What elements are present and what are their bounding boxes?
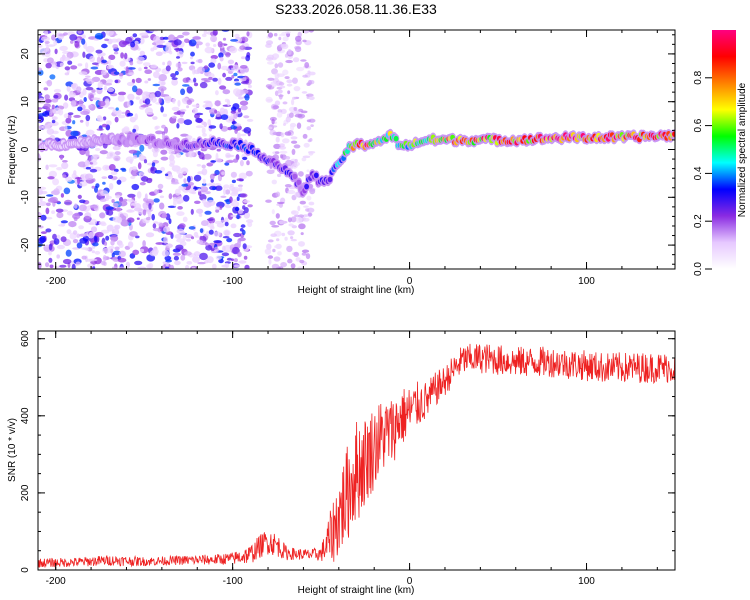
- y-tick-label: 0: [20, 146, 31, 152]
- x-tick-label: -200: [46, 276, 66, 287]
- x-tick-label: -100: [223, 276, 243, 287]
- colorbar-tick-label: 0.8: [693, 70, 704, 84]
- x-tick-label: 0: [407, 276, 413, 287]
- colorbar-tick-label: 0.2: [693, 214, 704, 228]
- chart-title: S233.2026.058.11.36.E33: [275, 1, 437, 17]
- snr-frame: [37, 330, 676, 571]
- colorbar-label: Normalized spectral amplitude: [737, 82, 748, 217]
- colorbar-tick-label: 0.0: [693, 262, 704, 276]
- x-tick-label: 100: [578, 576, 595, 587]
- y-tick-label: 600: [20, 330, 31, 347]
- colorbar: 0.0 0.2 0.4 0.6 0.8 Normalized spectral ampl…: [693, 30, 748, 276]
- y-tick-label: 400: [20, 407, 31, 424]
- y-tick-label: -10: [20, 190, 31, 205]
- y-tick-label: 20: [20, 48, 31, 60]
- snr-panel: -200 -100 0 100 0 200 400 600 Height of straigh…: [7, 330, 676, 596]
- snr-y-axis-label: SNR (10 * v/v): [7, 418, 18, 482]
- colorbar-gradient: [712, 30, 736, 269]
- y-tick-label: 10: [20, 96, 31, 108]
- spectrogram-x-axis-label: Height of straight line (km): [298, 285, 415, 296]
- y-tick-label: 200: [20, 484, 31, 501]
- signal-ridge: [38, 128, 675, 198]
- spectrogram-plot-area: [38, 30, 675, 269]
- snr-plot-area: [38, 343, 675, 568]
- x-tick-label: 100: [578, 276, 595, 287]
- colorbar-tick-label: 0.6: [693, 118, 704, 132]
- x-tick-label: 0: [407, 576, 413, 587]
- x-tick-label: -100: [223, 576, 243, 587]
- y-tick-label: 0: [20, 567, 31, 573]
- spectrogram-y-axis-label: Frequency (Hz): [7, 116, 18, 185]
- y-tick-label: -20: [20, 237, 31, 252]
- snr-series-line: [38, 343, 675, 568]
- colorbar-ticks: 0.0 0.2 0.4 0.6 0.8: [693, 70, 712, 276]
- snr-x-axis-label: Height of straight line (km): [298, 585, 415, 596]
- x-tick-label: -200: [46, 576, 66, 587]
- noise-speckle: [38, 30, 316, 269]
- colorbar-tick-label: 0.4: [693, 166, 704, 180]
- snr-axes: -200 -100 0 100 0 200 400 600: [20, 330, 675, 587]
